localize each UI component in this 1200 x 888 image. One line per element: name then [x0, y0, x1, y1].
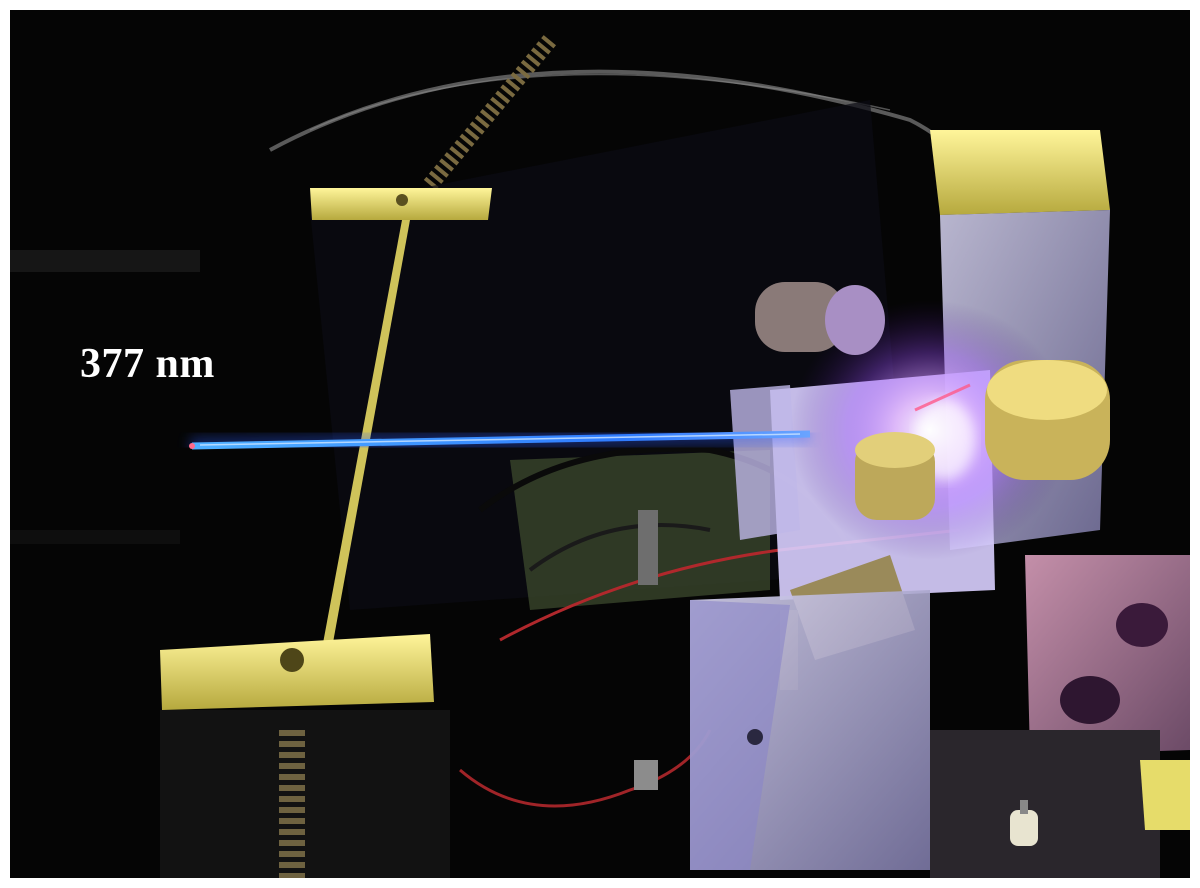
connector-post-2 [634, 760, 658, 790]
laser-beam-tip [189, 443, 195, 449]
wavelength-label: 377 nm [80, 341, 215, 387]
knob-upper-left [755, 282, 845, 352]
knob-center-face [855, 432, 935, 468]
background-rail [10, 250, 200, 272]
curved-wire-highlight [309, 73, 891, 131]
ptfe-block-face [730, 385, 800, 540]
brass-block-shadow [160, 710, 450, 878]
brass-block-bottom [160, 634, 434, 710]
photo-scene [10, 10, 1190, 878]
connector-post [638, 510, 658, 585]
roller [1010, 810, 1038, 846]
brass-corner-right [1140, 760, 1190, 830]
red-laser-streak [914, 383, 971, 412]
pink-block-hole-top [1116, 603, 1168, 647]
black-cable-2 [528, 523, 711, 572]
metal-block-lower-right [930, 730, 1160, 878]
brass-block-hole [280, 648, 304, 672]
roller-mount [1020, 800, 1028, 814]
brass-block-upper-right [930, 130, 1110, 215]
pink-block-right [1025, 555, 1190, 755]
background-rail-2 [10, 530, 180, 544]
laser-beam-core [199, 433, 801, 446]
pink-block-hole-bottom [1060, 676, 1120, 724]
photograph: 377 nm [10, 10, 1190, 878]
knob-right-face [987, 360, 1107, 420]
metal-block-lower-left-face [690, 600, 790, 870]
metal-block-hole [747, 729, 763, 745]
knob-upper-left-face [825, 285, 885, 355]
brass-crossbar-hole [396, 194, 408, 206]
